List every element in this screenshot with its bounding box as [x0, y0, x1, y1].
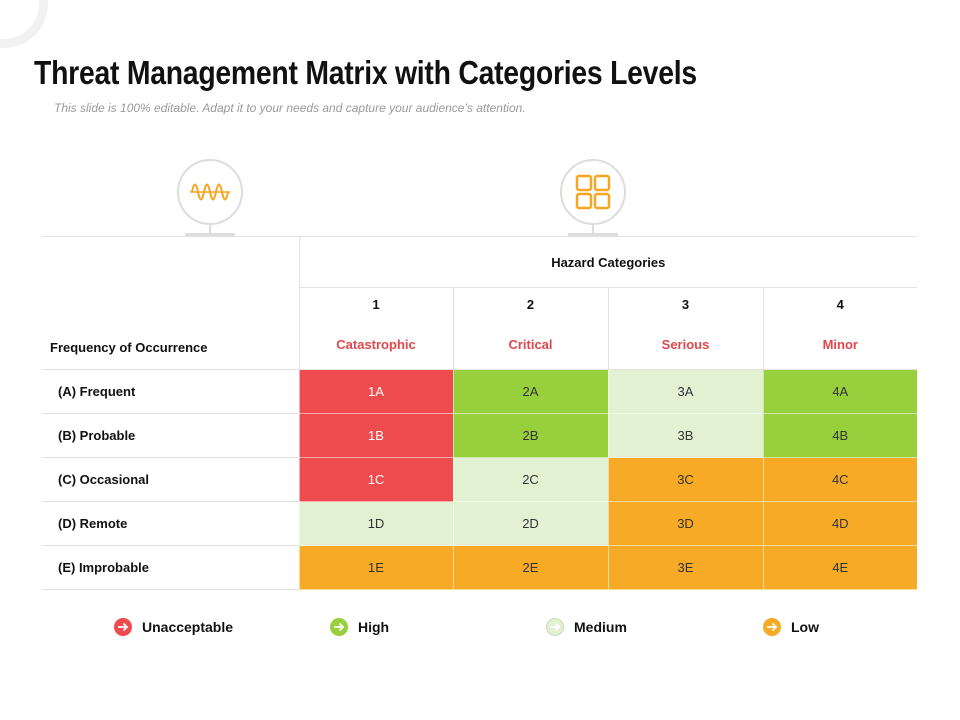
matrix-cell: 4E	[762, 545, 918, 590]
column-number: 4	[762, 287, 918, 321]
matrix-cell: 4A	[762, 369, 918, 414]
matrix-cell: 4B	[762, 413, 918, 458]
column-number: 1	[298, 287, 453, 321]
sound-wave-icon	[177, 159, 243, 225]
legend-item-unacceptable: Unacceptable	[114, 617, 233, 637]
legend-item-high: High	[330, 617, 389, 637]
page-title: Threat Management Matrix with Categories…	[34, 54, 697, 91]
matrix-cell: 2D	[452, 501, 608, 546]
matrix-cell: 2E	[452, 545, 608, 590]
matrix-cell: 1D	[298, 501, 453, 546]
legend-item-medium: Medium	[546, 617, 627, 637]
frequency-header: Frequency of Occurrence	[42, 236, 299, 370]
matrix-cell: 3D	[607, 501, 763, 546]
column-category: Catastrophic	[298, 320, 453, 370]
matrix-cell: 2B	[452, 413, 608, 458]
matrix-row: (A) Frequent 1A 2A 3A 4A	[42, 369, 918, 414]
column-category: Critical	[452, 320, 608, 370]
matrix-cell: 1E	[298, 545, 453, 590]
column-number: 2	[452, 287, 608, 321]
matrix-cell: 1C	[298, 457, 453, 502]
column-category: Serious	[607, 320, 763, 370]
legend-item-low: Low	[763, 617, 819, 637]
legend-label: Medium	[574, 619, 627, 635]
arrow-right-icon	[546, 618, 564, 636]
row-label: (C) Occasional	[42, 457, 299, 502]
matrix-cell: 3C	[607, 457, 763, 502]
matrix-cell: 2A	[452, 369, 608, 414]
matrix-cell: 1A	[298, 369, 453, 414]
arrow-right-icon	[330, 618, 348, 636]
hazard-categories-header: Hazard Categories	[298, 236, 918, 288]
legend-label: Low	[791, 619, 819, 635]
matrix-cell: 3A	[607, 369, 763, 414]
legend-label: High	[358, 619, 390, 635]
row-label: (A) Frequent	[42, 369, 299, 414]
arrow-right-icon	[114, 618, 132, 636]
row-label: (E) Improbable	[42, 545, 299, 590]
column-number: 3	[607, 287, 763, 321]
legend-label: Unacceptable	[142, 619, 234, 635]
matrix-row: (B) Probable 1B 2B 3B 4B	[42, 413, 918, 458]
row-label: (B) Probable	[42, 413, 299, 458]
matrix-cell: 2C	[452, 457, 608, 502]
grid-squares-icon	[560, 159, 626, 225]
arrow-right-icon	[763, 618, 781, 636]
corner-decoration	[0, 0, 48, 48]
matrix-cell: 3B	[607, 413, 763, 458]
row-label: (D) Remote	[42, 501, 299, 546]
matrix-row: (E) Improbable 1E 2E 3E 4E	[42, 545, 918, 590]
matrix-cell: 4C	[762, 457, 918, 502]
matrix-cell: 4D	[762, 501, 918, 546]
matrix-cell: 3E	[607, 545, 763, 590]
matrix-row: (C) Occasional 1C 2C 3C 4C	[42, 457, 918, 502]
matrix-cell: 1B	[298, 413, 453, 458]
threat-matrix-table: Frequency of Occurrence Hazard Categorie…	[42, 236, 918, 590]
matrix-row: (D) Remote 1D 2D 3D 4D	[42, 501, 918, 546]
hazard-icon-badge	[560, 159, 626, 239]
page-subtitle: This slide is 100% editable. Adapt it to…	[54, 101, 526, 115]
column-category: Minor	[762, 320, 918, 370]
frequency-icon-badge	[177, 159, 243, 239]
